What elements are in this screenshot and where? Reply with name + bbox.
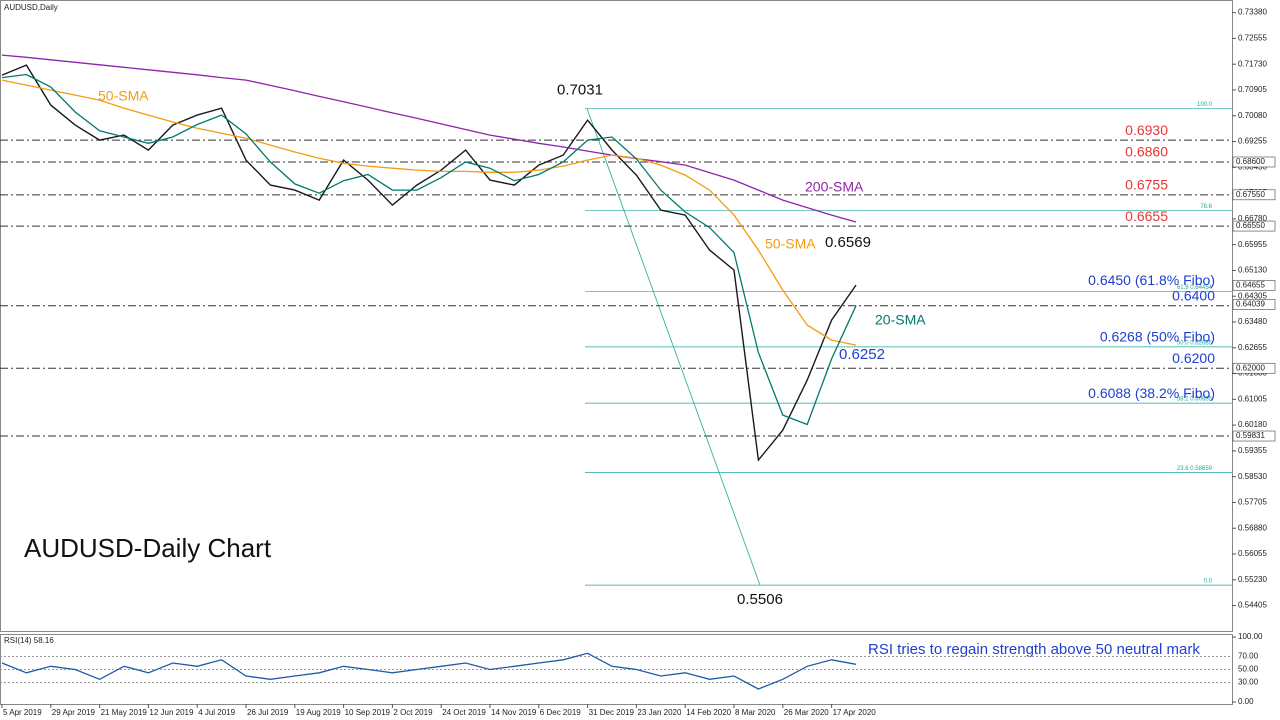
fib-label: 61.8 0.64454 <box>1177 285 1213 291</box>
level-label: 0.6860 <box>1125 144 1168 160</box>
rsi-title: RSI(14) 58.16 <box>4 636 54 645</box>
y-tick-label: 0.62655 <box>1238 343 1267 352</box>
x-tick-label: 5 Apr 2019 <box>3 708 42 717</box>
price-tag: 0.67550 <box>1236 190 1265 199</box>
y-tick-label: 0.55230 <box>1238 575 1267 584</box>
series-line <box>1 64 857 462</box>
y-tick-label: 0.58530 <box>1238 472 1267 481</box>
x-tick-label: 24 Oct 2019 <box>442 708 486 717</box>
y-tick-label: 0.71730 <box>1238 59 1267 68</box>
fib-label: 0.0 <box>1204 579 1213 585</box>
fib-label: 38.2 0.60885 <box>1177 397 1213 403</box>
level-label: 0.6450 (61.8% Fibo) <box>1088 272 1215 288</box>
level-label: 0.6088 (38.2% Fibo) <box>1088 385 1215 401</box>
series-line <box>1 73 857 426</box>
rsi-tick-label: 100.00 <box>1238 632 1263 641</box>
y-tick-label: 0.56055 <box>1238 549 1267 558</box>
rsi-tick-label: 30.00 <box>1238 678 1259 687</box>
y-tick-label: 0.70905 <box>1238 85 1267 94</box>
x-tick-label: 2 Oct 2019 <box>393 708 433 717</box>
price-tag-box <box>1232 299 1276 310</box>
x-tick-label: 6 Dec 2019 <box>540 708 581 717</box>
x-tick-label: 26 Mar 2020 <box>784 708 829 717</box>
price-tag: 0.59831 <box>1236 431 1265 440</box>
rsi-tick-label: 50.00 <box>1238 665 1259 674</box>
series-line <box>1 54 857 223</box>
price-tag-box <box>1232 279 1276 291</box>
fib-label: 100.0 <box>1197 102 1213 108</box>
x-tick-label: 14 Nov 2019 <box>491 708 537 717</box>
y-tick-label: 0.60180 <box>1238 420 1267 429</box>
x-tick-label: 26 Jul 2019 <box>247 708 289 717</box>
x-tick-label: 12 Jun 2019 <box>149 708 194 717</box>
y-tick-label: 0.66780 <box>1238 214 1267 223</box>
level-label: 0.6200 <box>1172 350 1215 366</box>
level-label: 0.6268 (50% Fibo) <box>1100 329 1215 345</box>
price-tag: 0.64039 <box>1236 300 1265 309</box>
x-tick-label: 8 Mar 2020 <box>735 708 776 717</box>
annotation: 0.6569 <box>825 234 871 251</box>
series-label: 20-SMA <box>875 312 926 328</box>
x-tick-label: 31 Dec 2019 <box>589 708 635 717</box>
y-tick-label: 0.61005 <box>1238 394 1267 403</box>
y-tick-label: 0.57705 <box>1238 498 1267 507</box>
x-tick-label: 23 Jan 2020 <box>637 708 682 717</box>
price-tag: 0.62000 <box>1236 363 1265 372</box>
rsi-tick-label: 70.00 <box>1238 652 1259 661</box>
chart-subtitle: AUDUSD-Daily Chart <box>24 533 272 563</box>
x-tick-label: 14 Feb 2020 <box>686 708 731 717</box>
fib-label: 23.6 0.58659 <box>1177 466 1213 472</box>
y-tick-label: 0.65130 <box>1238 266 1267 275</box>
fib-label: 78.6 <box>1200 204 1212 210</box>
price-tag-box <box>1232 220 1276 232</box>
rsi-annotation: RSI tries to regain strength above 50 ne… <box>868 641 1200 658</box>
level-label: 0.6400 <box>1172 287 1215 303</box>
x-tick-label: 21 May 2019 <box>101 708 148 717</box>
y-tick-label: 0.69255 <box>1238 137 1267 146</box>
series-line <box>1 652 857 690</box>
y-tick-label: 0.54405 <box>1238 601 1267 610</box>
price-tag-box <box>1232 189 1276 201</box>
fib-label: 50.0 0.62685 <box>1177 340 1213 346</box>
series-label: 50-SMA <box>765 236 816 252</box>
y-tick-label: 0.73380 <box>1238 8 1267 17</box>
y-tick-label: 0.64305 <box>1238 291 1267 300</box>
y-tick-label: 0.56880 <box>1238 523 1267 532</box>
series-line <box>1 79 857 346</box>
x-tick-label: 29 Apr 2019 <box>52 708 96 717</box>
level-label: 0.6930 <box>1125 122 1168 138</box>
y-tick-label: 0.59355 <box>1238 446 1267 455</box>
price-tag: 0.68600 <box>1236 157 1265 166</box>
price-tag-box <box>1232 430 1276 442</box>
level-label: 0.6655 <box>1125 208 1168 224</box>
y-tick-label: 0.65955 <box>1238 240 1267 249</box>
price-tag-box <box>1232 156 1276 168</box>
x-tick-label: 4 Jul 2019 <box>198 708 235 717</box>
x-tick-label: 17 Apr 2020 <box>833 708 877 717</box>
y-tick-label: 0.70080 <box>1238 111 1267 120</box>
series-label: 200-SMA <box>805 179 864 195</box>
y-tick-label: 0.72555 <box>1238 34 1267 43</box>
level-label: 0.6755 <box>1125 177 1168 193</box>
y-tick-label: 0.63480 <box>1238 317 1267 326</box>
chart-title: AUDUSD,Daily <box>4 3 58 12</box>
annotation: 0.6252 <box>839 346 885 363</box>
annotation: 0.5506 <box>737 591 783 608</box>
x-tick-label: 19 Aug 2019 <box>296 708 341 717</box>
price-tag: 0.64655 <box>1236 280 1265 289</box>
price-tag-box <box>1232 362 1276 374</box>
price-tag: 0.66550 <box>1236 221 1265 230</box>
series-label: 50-SMA <box>98 88 149 104</box>
annotation: 0.7031 <box>557 82 603 99</box>
fib-trendline <box>586 108 761 586</box>
x-tick-label: 10 Sep 2019 <box>345 708 391 717</box>
main-panel <box>0 0 1233 632</box>
rsi-tick-label: 0.00 <box>1238 697 1254 706</box>
